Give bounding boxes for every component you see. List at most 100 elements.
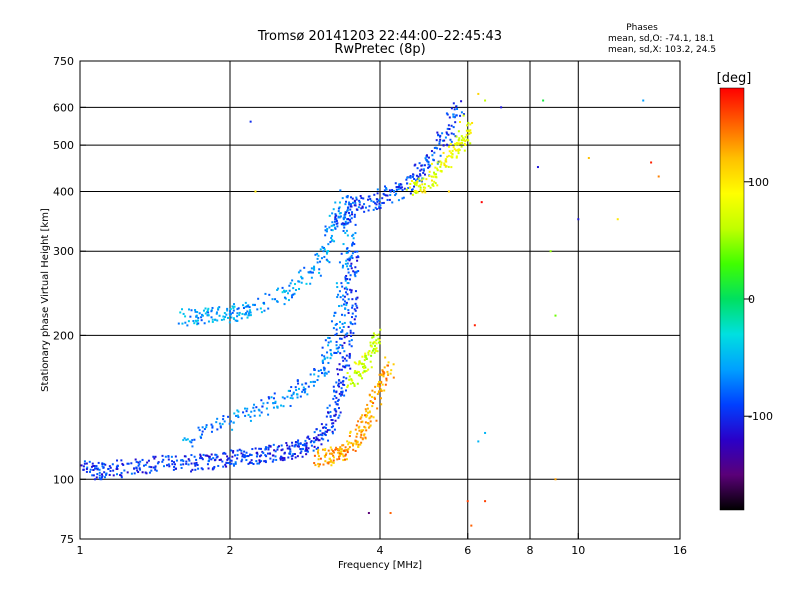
- scatter-point: [335, 332, 338, 335]
- scatter-point: [130, 462, 133, 465]
- scatter-point: [200, 457, 203, 460]
- scatter-point: [448, 145, 451, 148]
- scatter-point: [262, 301, 265, 304]
- scatter-point: [272, 454, 275, 457]
- scatter-point: [241, 312, 244, 315]
- scatter-point: [207, 467, 210, 470]
- scatter-point: [427, 161, 430, 164]
- scatter-point: [324, 339, 327, 342]
- scatter-point: [357, 420, 360, 423]
- scatter-point: [230, 316, 233, 319]
- scatter-point: [261, 450, 264, 453]
- scatter-point: [367, 209, 370, 212]
- scatter-point: [447, 154, 450, 157]
- scatter-point: [452, 126, 455, 129]
- scatter-point: [305, 447, 308, 450]
- scatter-point: [215, 421, 218, 424]
- scatter-point: [393, 189, 396, 192]
- scatter-point: [464, 140, 467, 143]
- scatter-point: [177, 322, 180, 325]
- scatter-point: [259, 447, 262, 450]
- scatter-point: [258, 447, 261, 450]
- scatter-point: [202, 453, 205, 456]
- scatter-point: [350, 254, 353, 257]
- scatter-point: [363, 425, 366, 428]
- scatter-point: [297, 387, 300, 390]
- scatter-point: [329, 357, 332, 360]
- scatter-point: [373, 348, 376, 351]
- scatter-point: [280, 456, 283, 459]
- scatter-point: [324, 430, 327, 433]
- scatter-point: [426, 160, 429, 163]
- scatter-point: [366, 421, 369, 424]
- scatter-point: [336, 286, 339, 289]
- scatter-point: [337, 293, 340, 296]
- scatter-point: [335, 381, 338, 384]
- scatter-point: [322, 246, 325, 249]
- scatter-point: [253, 403, 256, 406]
- scatter-point: [312, 437, 315, 440]
- scatter-point: [450, 166, 453, 169]
- scatter-point: [462, 114, 465, 117]
- scatter-point: [346, 384, 349, 387]
- scatter-point: [238, 311, 241, 314]
- scatter-point: [421, 164, 424, 167]
- scatter-point: [283, 290, 286, 293]
- scatter-point: [364, 408, 367, 411]
- scatter-point: [368, 425, 371, 428]
- scatter-point: [223, 318, 226, 321]
- scatter-point: [222, 452, 225, 455]
- x-tick-label: 2: [227, 544, 234, 557]
- scatter-point: [337, 416, 340, 419]
- scatter-point: [223, 312, 226, 315]
- scatter-point: [333, 395, 336, 398]
- scatter-point: [370, 345, 373, 348]
- scatter-point: [354, 440, 357, 443]
- scatter-point: [127, 462, 130, 465]
- scatter-point: [345, 449, 348, 452]
- scatter-point: [345, 200, 348, 203]
- scatter-point: [355, 435, 358, 438]
- scatter-point: [226, 309, 229, 312]
- scatter-point: [196, 323, 199, 326]
- scatter-point: [369, 360, 372, 363]
- scatter-point: [330, 229, 333, 232]
- scatter-point: [395, 188, 398, 191]
- scatter-point: [191, 445, 194, 448]
- scatter-point: [459, 114, 462, 117]
- scatter-point: [340, 381, 343, 384]
- scatter-point: [273, 449, 276, 452]
- scatter-point: [427, 156, 430, 159]
- scatter-point: [420, 164, 423, 167]
- scatter-point: [232, 307, 235, 310]
- scatter-point: [453, 148, 456, 151]
- scatter-point: [344, 307, 347, 310]
- y-tick-label: 300: [53, 245, 74, 258]
- scatter-point: [375, 203, 378, 206]
- scatter-point: [190, 470, 193, 473]
- scatter-point: [257, 297, 260, 300]
- scatter-point: [439, 165, 442, 168]
- scatter-point: [148, 471, 151, 474]
- scatter-point: [112, 474, 115, 477]
- scatter-point: [375, 342, 378, 345]
- scatter-point: [101, 473, 104, 476]
- scatter-point: [355, 441, 358, 444]
- scatter-point: [293, 445, 296, 448]
- scatter-point: [297, 271, 300, 274]
- scatter-point: [267, 446, 270, 449]
- scatter-point: [197, 316, 200, 319]
- scatter-point: [350, 262, 353, 265]
- scatter-point: [314, 464, 317, 467]
- scatter-point: [352, 332, 355, 335]
- scatter-point: [340, 368, 343, 371]
- scatter-point: [427, 185, 430, 188]
- scatter-point: [363, 359, 366, 362]
- scatter-point: [294, 283, 297, 286]
- scatter-point: [333, 414, 336, 417]
- scatter-point: [189, 315, 192, 318]
- scatter-point: [349, 331, 352, 334]
- scatter-point: [301, 444, 304, 447]
- scatter-point: [332, 425, 335, 428]
